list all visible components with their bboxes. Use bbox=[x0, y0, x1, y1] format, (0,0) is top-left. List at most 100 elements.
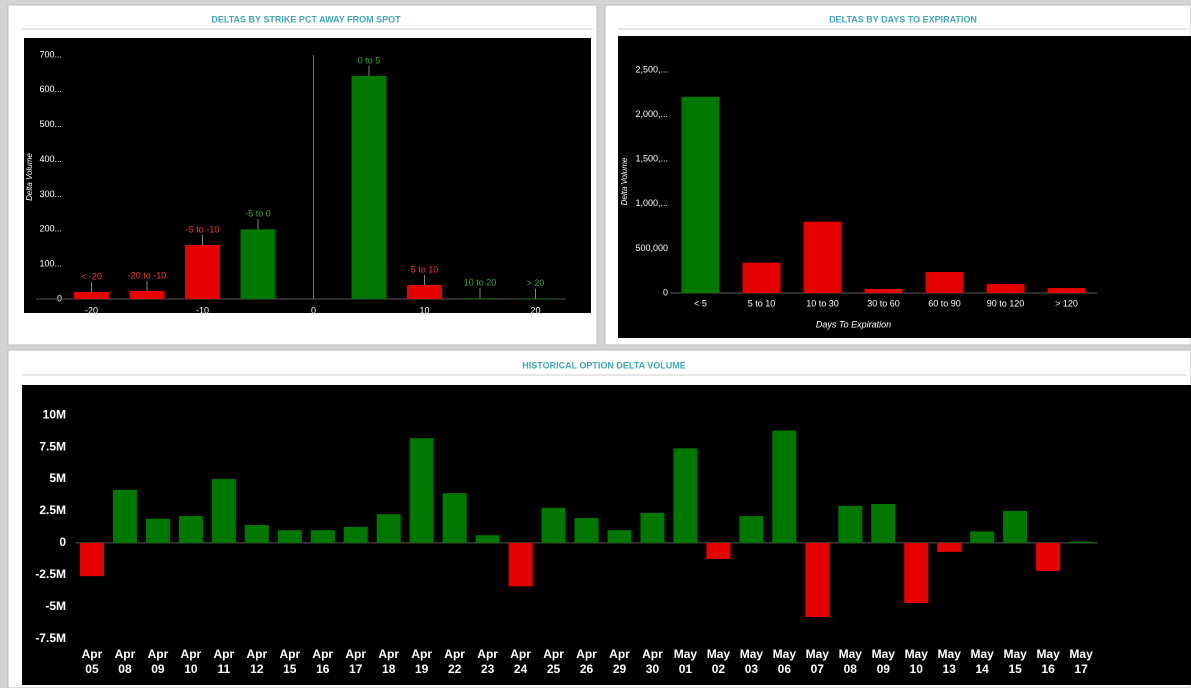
y-tick-label: 7.5M bbox=[39, 439, 66, 453]
bar bbox=[376, 514, 401, 543]
x-tick-label: Apr 09 bbox=[147, 647, 169, 676]
y-tick-label: 200... bbox=[39, 224, 62, 234]
bar-label: 0 to 5 bbox=[358, 55, 381, 65]
y-tick-label: 2,000,... bbox=[635, 109, 668, 119]
y-tick-label: 100... bbox=[39, 259, 62, 269]
chart-title: HISTORICAL OPTION DELTA VOLUME bbox=[522, 360, 686, 370]
bar bbox=[1003, 511, 1028, 543]
bar bbox=[277, 530, 302, 543]
x-tick-label: Apr 11 bbox=[213, 647, 235, 676]
y-tick-label: 1,500,... bbox=[635, 154, 668, 164]
x-tick-label: Apr 05 bbox=[81, 647, 103, 676]
x-tick-label: -20 bbox=[85, 305, 98, 315]
bar bbox=[904, 542, 929, 603]
x-tick-label: May 13 bbox=[937, 647, 961, 676]
bar bbox=[244, 525, 269, 543]
bar bbox=[607, 530, 632, 543]
x-tick-label: May 14 bbox=[970, 647, 994, 676]
bar bbox=[803, 221, 842, 293]
x-tick-label: Apr 22 bbox=[444, 647, 465, 676]
bar bbox=[772, 430, 797, 543]
bar bbox=[574, 518, 599, 543]
x-tick-label: May 08 bbox=[838, 647, 862, 676]
bar bbox=[407, 285, 442, 299]
bar bbox=[145, 518, 170, 543]
x-axis-label: Days To Expiration bbox=[816, 319, 891, 329]
x-tick-label: Apr 12 bbox=[246, 647, 268, 676]
x-tick-label: 20 bbox=[530, 305, 540, 315]
x-tick-label: May 03 bbox=[739, 647, 764, 676]
bar bbox=[970, 531, 995, 543]
bar bbox=[937, 542, 962, 552]
bar bbox=[442, 493, 467, 543]
bar bbox=[838, 505, 863, 543]
y-tick-label: 400... bbox=[39, 154, 62, 164]
bar bbox=[178, 516, 203, 543]
x-tick-label: May 01 bbox=[673, 647, 698, 676]
y-axis-label: Delta Volume bbox=[25, 153, 34, 201]
y-tick-label: -2.5M bbox=[35, 567, 66, 581]
bar-label: -20 to -10 bbox=[128, 270, 167, 280]
y-tick-label: 500,000 bbox=[635, 243, 668, 253]
y-axis-label: Delta Volume bbox=[620, 157, 629, 205]
bar bbox=[1069, 541, 1094, 543]
x-tick-label: Apr 08 bbox=[114, 647, 136, 676]
x-axis-label: % Pct Range bbox=[287, 321, 340, 331]
x-tick-label: Apr 15 bbox=[279, 647, 301, 676]
y-tick-label: 500... bbox=[39, 119, 62, 129]
x-tick-label: Apr 24 bbox=[510, 647, 531, 676]
y-tick-label: 0 bbox=[57, 293, 62, 303]
y-tick-label: 5M bbox=[49, 471, 66, 485]
bar bbox=[739, 516, 764, 543]
bar bbox=[409, 438, 434, 543]
x-tick-label: May 16 bbox=[1036, 647, 1060, 676]
bar bbox=[112, 489, 137, 543]
bar-label: 5 to 10 bbox=[411, 264, 439, 274]
bar-label: < -20 bbox=[81, 271, 102, 281]
bar bbox=[706, 542, 731, 559]
bar bbox=[351, 75, 387, 300]
bar bbox=[681, 96, 720, 293]
x-tick-label: Apr 19 bbox=[411, 647, 432, 676]
bar-label: 10 to 20 bbox=[464, 278, 497, 288]
bar bbox=[240, 229, 276, 299]
x-tick-label: Apr 25 bbox=[543, 647, 564, 676]
x-tick-label: -10 bbox=[196, 305, 209, 315]
x-tick-label: May 17 bbox=[1069, 647, 1093, 676]
x-tick-label: 5 to 10 bbox=[748, 298, 776, 308]
x-tick-label: Apr 30 bbox=[642, 647, 663, 676]
y-tick-label: 0 bbox=[663, 287, 668, 297]
x-tick-label: Apr 10 bbox=[180, 647, 202, 676]
x-tick-label: > 120 bbox=[1055, 298, 1078, 308]
x-tick-label: Apr 29 bbox=[609, 647, 630, 676]
x-tick-label: Apr 17 bbox=[345, 647, 367, 676]
bar bbox=[805, 542, 830, 618]
y-tick-label: 600... bbox=[39, 84, 62, 94]
y-tick-label: 0 bbox=[59, 535, 66, 549]
y-tick-label: 1,000,... bbox=[635, 198, 668, 208]
bar bbox=[508, 542, 533, 587]
bar bbox=[343, 526, 368, 543]
bar bbox=[211, 479, 236, 543]
bar bbox=[310, 530, 335, 543]
x-tick-label: May 10 bbox=[904, 647, 928, 676]
x-tick-label: May 02 bbox=[706, 647, 731, 676]
bar bbox=[1036, 542, 1061, 572]
x-tick-label: May 06 bbox=[772, 647, 797, 676]
bar bbox=[79, 542, 104, 577]
y-tick-label: 700... bbox=[39, 49, 62, 59]
x-tick-label: 10 to 30 bbox=[806, 298, 839, 308]
x-tick-label: Apr 23 bbox=[477, 647, 498, 676]
x-tick-label: 0 bbox=[311, 305, 316, 315]
bar-label: -5 to 0 bbox=[245, 209, 271, 219]
bar bbox=[640, 512, 665, 543]
x-tick-label: < 5 bbox=[694, 298, 707, 308]
bar bbox=[475, 535, 500, 543]
bar bbox=[129, 290, 165, 299]
x-tick-label: Apr 16 bbox=[312, 647, 334, 676]
bar bbox=[185, 244, 220, 299]
bar bbox=[541, 507, 566, 543]
y-tick-label: -5M bbox=[45, 599, 66, 613]
